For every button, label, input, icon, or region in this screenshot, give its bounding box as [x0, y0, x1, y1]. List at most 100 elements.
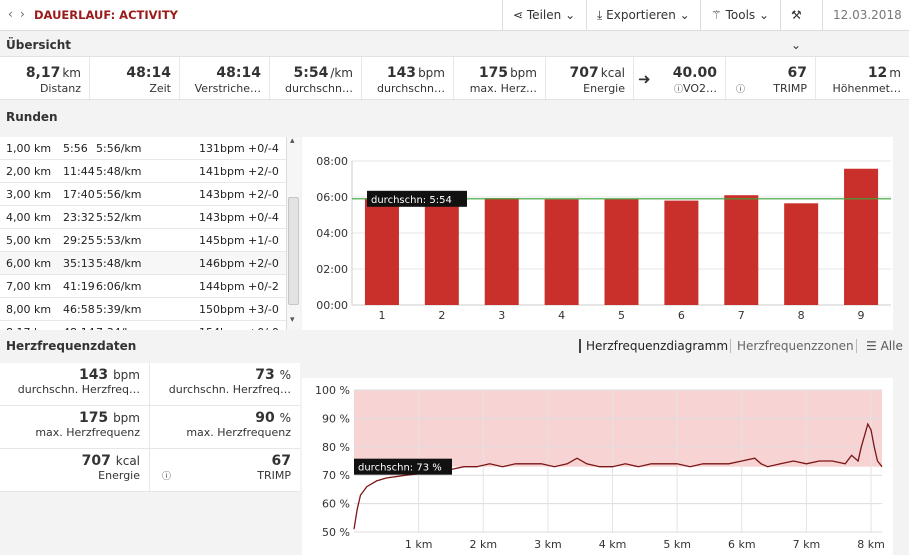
- rounds-row[interactable]: 1,00 km 5:56 5:56/km 131bpm +0/-4: [0, 137, 286, 160]
- y-tick-label: 70 %: [322, 469, 350, 482]
- x-tick-label: 4: [558, 309, 565, 322]
- share-button[interactable]: ⋖ Teilen ⌄: [502, 0, 586, 30]
- y-tick-label: 02:00: [316, 263, 348, 276]
- max-hr-cell: 175 bpm max. Herz…: [454, 57, 546, 101]
- average-tooltip-bg: [354, 458, 452, 475]
- rounds-cell-pace: 5:48/km: [96, 257, 142, 270]
- x-tick-label: 3 km: [534, 538, 562, 551]
- elevation-value: 12: [867, 65, 888, 81]
- energy-cell: 707 kcal Energie: [546, 57, 634, 101]
- tab-all-label: Alle: [880, 339, 903, 353]
- rounds-cell-dist: 2,00 km: [6, 165, 52, 178]
- menu-icon: ☰: [866, 339, 877, 353]
- scroll-thumb[interactable]: [288, 197, 299, 305]
- rounds-cell-time: 48:14: [63, 326, 95, 330]
- rounds-cell-diff: +1/-0: [248, 234, 279, 247]
- export-label: Exportieren: [606, 8, 676, 22]
- tab-all[interactable]: ☰ Alle: [856, 339, 903, 353]
- time-label: Zeit: [149, 82, 171, 95]
- rounds-cell-time: 5:56: [63, 142, 88, 155]
- scroll-down-icon[interactable]: ▾: [290, 315, 295, 325]
- max-hr-value: 175: [478, 65, 509, 81]
- elevation-label: Höhenmet…: [832, 82, 901, 95]
- download-icon: ⤓: [597, 8, 603, 22]
- rounds-cell-hr: 141bpm: [199, 165, 245, 178]
- rounds-cell-hr: 143bpm: [199, 188, 245, 201]
- vo2-value: 40.00: [672, 65, 717, 81]
- max-hr-label: max. Herz…: [469, 82, 537, 95]
- rounds-scrollbar[interactable]: ▴ ▾: [286, 136, 300, 330]
- pace-bar-chart: 00:00 02:00 04:00 06:00 08:00 1 2 3 4 5 6 7 8 9 durchs…: [302, 137, 893, 330]
- rounds-row[interactable]: 3,00 km 17:40 5:56/km 143bpm +2/-0: [0, 183, 286, 206]
- energy-unit: kcal: [600, 66, 625, 80]
- rounds-cell-pace: 5:56/km: [96, 142, 142, 155]
- pace-bar: [364, 198, 399, 305]
- rounds-cell-pace: 5:48/km: [96, 165, 142, 178]
- energy-label: Energie: [583, 82, 625, 95]
- avg-hr-stat: 143 bpm durchschn. Herzfreq…: [0, 363, 150, 406]
- trimp-stat: 67 ⓘ TRIMP: [150, 449, 300, 492]
- rounds-cell-dist: 6,00 km: [6, 257, 52, 270]
- avg-pace-cell: 5:54/km durchschn…: [270, 57, 362, 101]
- distance-cell: 8,17 km Distanz: [0, 57, 90, 101]
- rounds-cell-diff: +2/-0: [248, 188, 279, 201]
- x-tick-label: 7 km: [793, 538, 821, 551]
- y-tick-label: 06:00: [316, 191, 348, 204]
- chevron-right-icon[interactable]: ›: [20, 7, 25, 21]
- y-tick-label: 04:00: [316, 227, 348, 240]
- rounds-row[interactable]: 8,17 km 48:147:34/km 154bpm+0/-0: [0, 321, 286, 330]
- help-icon[interactable]: ⓘ: [673, 85, 683, 95]
- rounds-row[interactable]: 7,00 km 41:19 6:06/km 144bpm +0/-2: [0, 275, 286, 298]
- rounds-cell-diff: +0/-4: [248, 142, 279, 155]
- rounds-row[interactable]: 6,00 km 35:13 5:48/km 146bpm +2/-0: [0, 252, 286, 275]
- rounds-cell-pace: 6:06/km: [96, 280, 142, 293]
- max-hr-unit: bpm: [510, 66, 537, 80]
- rounds-cell-dist: 8,00 km: [6, 303, 52, 316]
- share-icon: ⋖: [513, 8, 524, 22]
- tools-button[interactable]: ⚚ Tools ⌄: [700, 0, 780, 30]
- pace-bar: [484, 198, 519, 305]
- scroll-up-icon[interactable]: ▴: [290, 136, 295, 146]
- chevron-down-icon: ⌄: [758, 8, 770, 22]
- export-button[interactable]: ⤓ Exportieren ⌄: [586, 0, 700, 30]
- arrow-right-icon[interactable]: ➜: [638, 70, 651, 88]
- chevron-left-icon[interactable]: ‹: [8, 7, 13, 21]
- trimp-value: 67: [787, 65, 807, 81]
- overview-row: 8,17 km Distanz 48:14 Zeit 48:14 Verstriche……: [0, 56, 909, 101]
- rounds-cell-dist: 1,00 km: [6, 142, 52, 155]
- avg-hr-stat-label: durchschn. Herzfreq…: [17, 383, 140, 396]
- elapsed-cell: 48:14 Verstriche…: [180, 57, 270, 101]
- avg-hr-label: durchschn…: [377, 82, 445, 95]
- top-bar: ‹ › DAUERLAUF: ACTIVITY ⋖ Teilen ⌄ ⤓ Exp…: [0, 0, 909, 52]
- x-tick-label: 6: [678, 309, 685, 322]
- rounds-row[interactable]: 2,00 km 11:44 5:48/km 141bpm +2/-0: [0, 160, 286, 183]
- pace-bar-svg: 00:00 02:00 04:00 06:00 08:00 1 2 3 4 5 6 7 8 9 durchs…: [316, 155, 891, 322]
- x-tick-label: 1 km: [405, 538, 433, 551]
- rounds-row[interactable]: 5,00 km 29:25 5:53/km 145bpm +1/-0: [0, 229, 286, 252]
- trimp-stat-label: TRIMP: [257, 469, 291, 482]
- y-tick-label: 08:00: [316, 155, 348, 168]
- heart-rate-chart: 50 % 60 % 70 % 80 % 90 % 100 % 1 km 2 km 3 km 4 k…: [302, 378, 893, 555]
- tab-hr-zones[interactable]: Herzfrequenzzonen: [730, 339, 854, 353]
- help-icon[interactable]: ⓘ: [736, 85, 746, 95]
- average-tooltip: durchschn: 73 %: [358, 463, 442, 474]
- settings-button[interactable]: ⚒ ⌄: [780, 0, 822, 52]
- rounds-row[interactable]: 4,00 km 23:32 5:52/km 143bpm +0/-4: [0, 206, 286, 229]
- chevron-down-icon: ⌄: [679, 8, 690, 22]
- avg-pace-label: durchschn…: [285, 82, 353, 95]
- rounds-cell-pace: 7:34/km: [96, 326, 142, 330]
- rounds-row[interactable]: 8,00 km 46:58 5:39/km 150bpm +3/-0: [0, 298, 286, 321]
- share-label: Teilen: [526, 8, 562, 22]
- rounds-list[interactable]: 1,00 km 5:56 5:56/km 131bpm +0/-4 2,00 km 11:4…: [0, 137, 286, 330]
- avg-pace-value: 5:54: [293, 65, 329, 81]
- avg-hr-value: 143: [386, 65, 417, 81]
- max-hr-stat-unit: bpm: [113, 411, 140, 425]
- rounds-cell-hr: 150bpm: [199, 303, 245, 316]
- rounds-cell-time: 11:44: [63, 165, 95, 178]
- x-tick-label: 2 km: [469, 538, 497, 551]
- x-tick-label: 7: [738, 309, 745, 322]
- elevation-cell: 12 m Höhenmet…: [816, 57, 909, 101]
- tab-hr-diagram[interactable]: Herzfrequenzdiagramm: [579, 339, 728, 353]
- help-icon[interactable]: ⓘ: [162, 472, 172, 482]
- rounds-cell-diff: +3/-0: [248, 303, 279, 316]
